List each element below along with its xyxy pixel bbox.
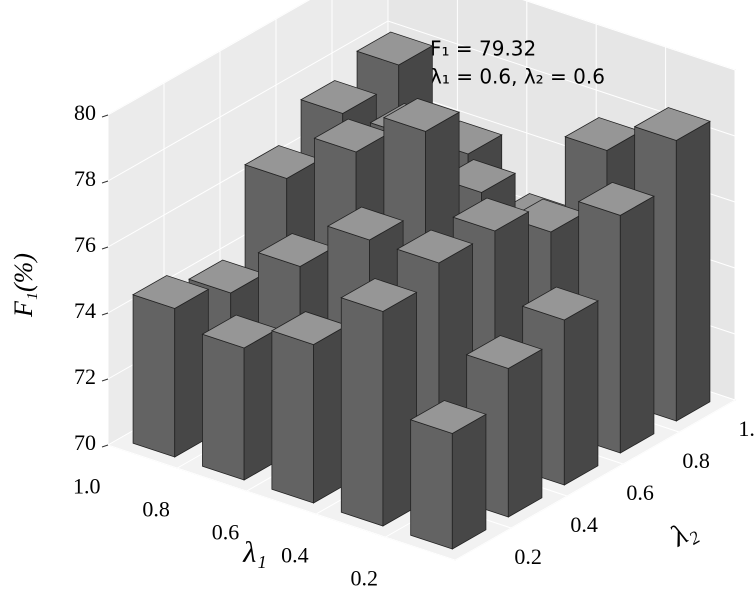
x-tick-label: 0.8	[142, 497, 170, 522]
bar-top-face	[382, 98, 461, 132]
y-tick-label: 0.4	[570, 512, 598, 537]
x-tick-label: 1.0	[73, 474, 101, 499]
z-tick	[101, 114, 109, 118]
bar-top-face	[465, 335, 543, 369]
bar-top-face	[356, 31, 434, 66]
z-tick-label: 80	[74, 100, 96, 125]
bar-right-face	[507, 348, 543, 518]
y-tick-label: 0.6	[626, 480, 654, 505]
bar-right-face	[675, 120, 711, 422]
z-axis-label: F₁(%)	[9, 253, 38, 318]
bar-top-face	[326, 206, 405, 241]
bar-left-face	[410, 419, 453, 550]
z-tick	[101, 444, 109, 448]
bar-top-face	[396, 229, 474, 264]
x-tick-label: 0.2	[351, 566, 379, 586]
y-tick-label: 0.8	[682, 448, 710, 473]
bar-top-face	[132, 275, 210, 309]
bar	[270, 311, 349, 504]
bar-left-face	[132, 294, 176, 458]
z-tick-label: 78	[74, 166, 96, 191]
bar-top-face	[633, 107, 711, 141]
z-tick	[101, 180, 109, 184]
bar-left-face	[202, 333, 245, 481]
z-tick-label: 72	[74, 364, 96, 389]
z-tick-label: 74	[74, 298, 96, 323]
bar-top-face	[300, 80, 378, 114]
z-tick	[101, 312, 109, 316]
bar-left-face	[340, 297, 384, 527]
bar-top-face	[452, 197, 530, 232]
y-tick-label: 1.0	[738, 416, 755, 441]
bar	[201, 314, 279, 481]
bar	[340, 278, 418, 527]
z-tick-label: 70	[74, 430, 96, 455]
bar-top-face	[521, 286, 599, 321]
y-axis-label: λ₂	[664, 513, 702, 554]
annotation: λ₁ = 0.6, λ₂ = 0.6	[430, 65, 605, 89]
grid-line	[107, 0, 736, 116]
z-tick-label: 76	[74, 232, 96, 257]
x-tick-label: 0.6	[212, 520, 240, 545]
bar-top-face	[340, 278, 418, 312]
bar	[409, 400, 487, 550]
bar-right-face	[563, 300, 599, 486]
bar-left-face	[271, 330, 314, 504]
x-axis-label: λ₁	[242, 536, 266, 569]
bar-top-face	[577, 181, 655, 216]
bar-top-face	[409, 400, 487, 434]
bar	[132, 275, 210, 458]
y-tick-label: 0.2	[514, 544, 542, 569]
bar-right-face	[451, 413, 487, 550]
z-tick	[101, 246, 109, 250]
x-tick-label: 0.4	[281, 543, 309, 568]
bar-right-face	[619, 195, 655, 454]
annotation: F₁ = 79.32	[430, 37, 536, 61]
z-tick	[101, 378, 109, 382]
